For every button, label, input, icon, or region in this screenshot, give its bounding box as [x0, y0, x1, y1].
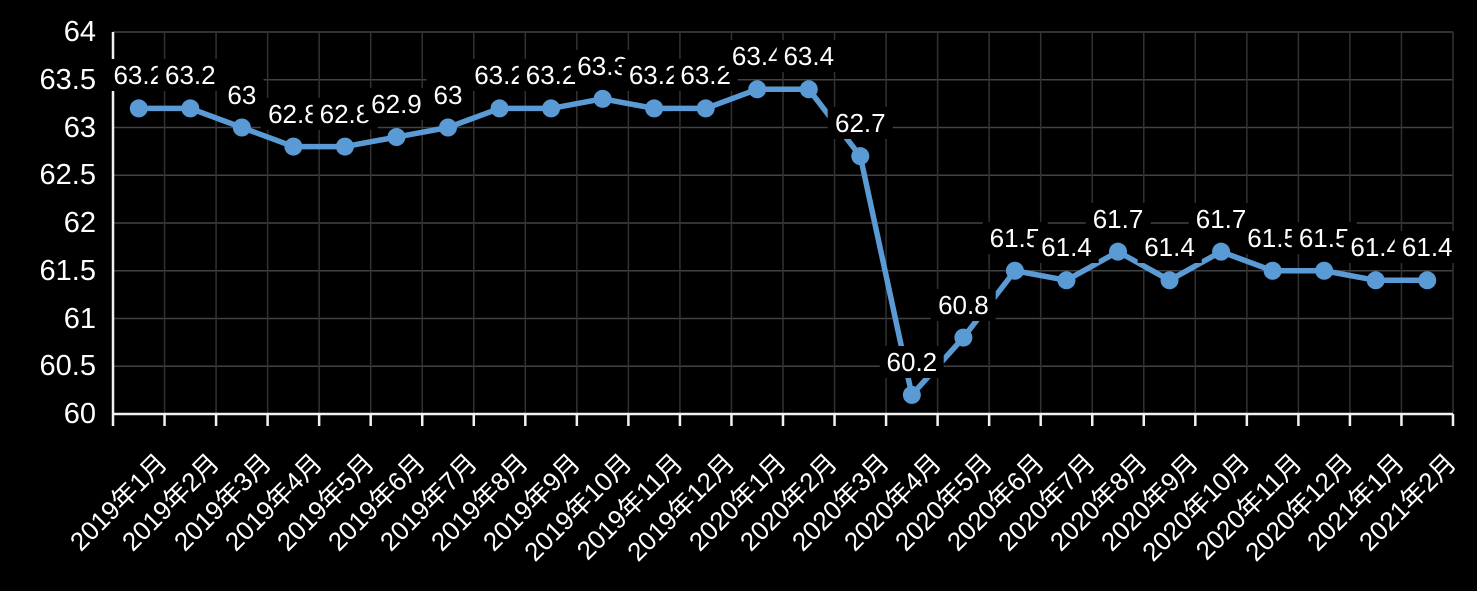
data-point: [335, 137, 354, 156]
data-point: [748, 80, 767, 99]
data-point: [593, 89, 612, 108]
data-point: [1057, 271, 1076, 290]
data-point: [284, 137, 303, 156]
data-point: [1418, 271, 1437, 290]
data-point: [1315, 261, 1334, 280]
data-point: [232, 118, 251, 137]
data-point: [1160, 271, 1179, 290]
data-point: [1005, 261, 1024, 280]
data-point: [645, 99, 664, 118]
data-point: [181, 99, 200, 118]
data-point: [542, 99, 561, 118]
data-point: [439, 118, 457, 137]
data-point: [851, 147, 870, 166]
data-point: [1263, 261, 1282, 280]
data-point: [902, 385, 921, 404]
data-point: [954, 328, 973, 347]
data-point: [799, 80, 818, 99]
data-point: [696, 99, 715, 118]
data-point: [490, 99, 509, 118]
data-point: [1212, 242, 1231, 261]
data-point: [1109, 242, 1127, 261]
data-point: [1366, 271, 1385, 290]
data-point: [129, 99, 148, 118]
data-point: [387, 128, 406, 147]
